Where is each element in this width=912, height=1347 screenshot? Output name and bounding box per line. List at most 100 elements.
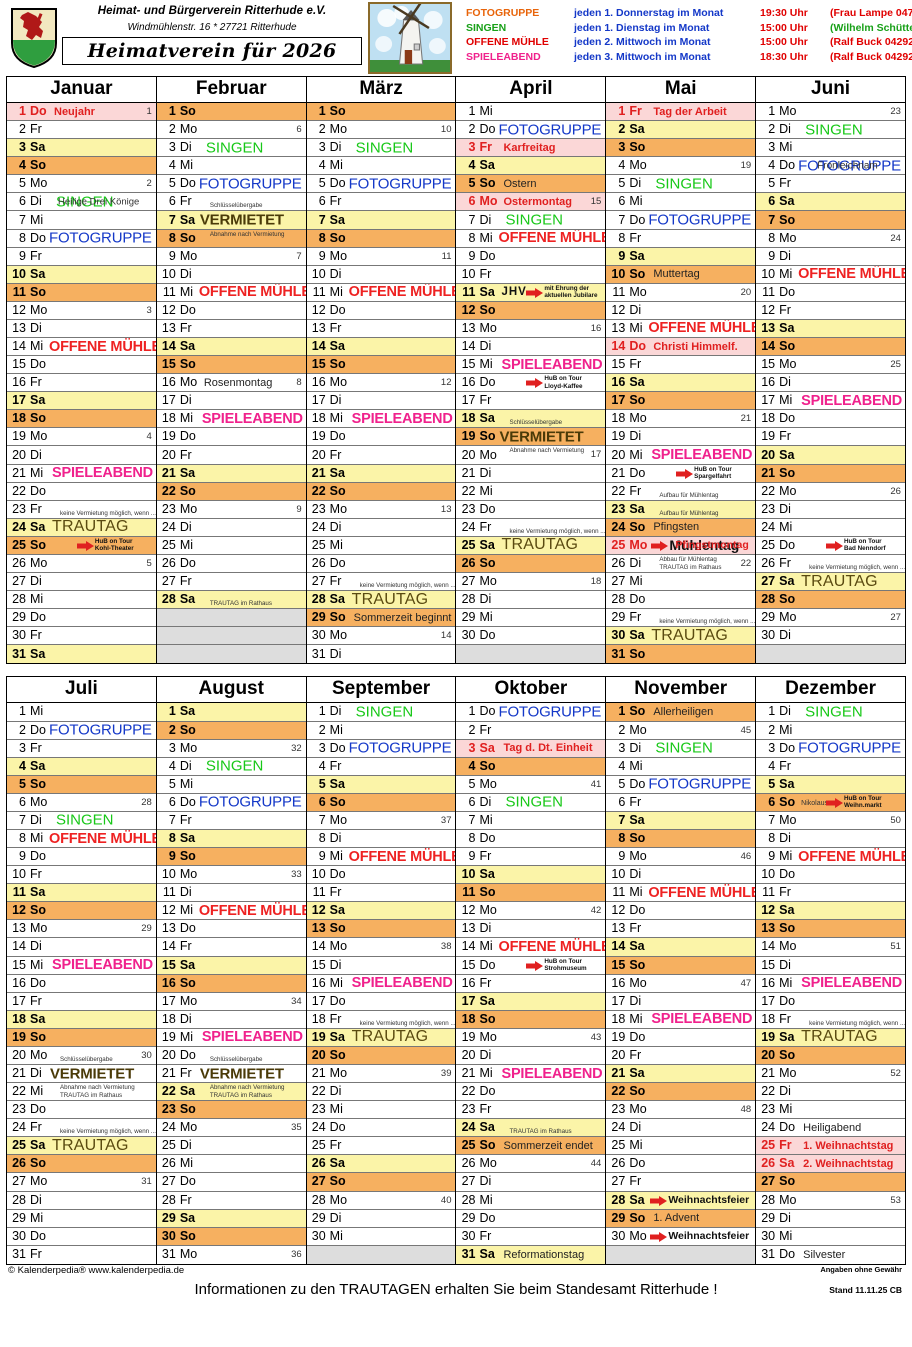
day-row[interactable]: 13 Sa [756,319,905,339]
day-row[interactable]: 1 Di SINGEN [306,703,456,722]
day-row[interactable]: 10 Mo 33 [156,866,306,885]
day-row[interactable]: 19 Mo 43 [456,1028,606,1047]
day-row[interactable]: 2 Mo 45 [606,721,756,740]
day-row[interactable]: 19 Di [606,428,756,447]
day-row[interactable]: 2 Mi [756,721,905,740]
day-row[interactable]: 23 Mi [756,1101,905,1120]
day-row[interactable]: 24 Do Heiligabend [756,1119,905,1138]
day-row[interactable]: 18 Mi SPIELEABEND [606,1010,756,1029]
day-row[interactable]: 9 Do [7,848,156,867]
day-row[interactable]: 27 Mo 31 [7,1173,156,1192]
day-row[interactable]: 22 Di [306,1083,456,1102]
day-row[interactable]: 3 Fr [7,739,156,758]
day-row[interactable]: 15 Mo 25 [756,356,905,375]
day-row[interactable]: 4 Fr [756,757,905,776]
day-row[interactable]: 30 Do [7,1227,156,1246]
day-row[interactable]: 16 Mi SPIELEABEND [756,974,905,993]
day-row[interactable]: 17 Mi SPIELEABEND [756,392,905,411]
day-row[interactable]: 1 Sa [156,703,306,722]
day-row[interactable]: 16 Mo Rosenmontag 8 [156,374,306,393]
day-row[interactable]: 24 Di [606,1119,756,1138]
day-row[interactable]: 6 Di SINGEN [456,793,606,812]
day-row[interactable]: 3 Di SINGEN [306,139,456,158]
day-row[interactable]: 1 Fr Tag der Arbeit [606,103,756,122]
day-row[interactable]: 2 Do FOTOGRUPPE [456,121,606,140]
day-row[interactable]: 21 Mo 52 [756,1064,905,1084]
day-row[interactable]: 27 Fr [606,1173,756,1192]
day-row[interactable]: 23 Mo 48 [606,1101,756,1120]
day-row[interactable]: 24 Sa TRAUTAG im Rathaus [456,1119,606,1138]
day-row[interactable]: 30 Sa TRAUTAG [606,627,756,646]
day-row[interactable]: 9 Mi OFFENE MÜHLE [306,848,456,867]
day-row[interactable]: 27 So [756,1173,905,1192]
day-row[interactable]: 30 Fr [7,627,156,646]
day-row[interactable]: 10 Di [156,265,306,284]
day-row[interactable]: 15 So [156,356,306,375]
day-row[interactable]: 14 Di [7,938,156,957]
day-row[interactable]: 8 Do [456,829,606,849]
day-row[interactable]: 11 So [7,283,156,302]
day-row[interactable]: 13 Fr [306,319,456,339]
day-row[interactable]: 13 Do [156,920,306,939]
day-row[interactable]: 22 So [606,1083,756,1102]
day-row[interactable]: 3 Di SINGEN [606,739,756,758]
day-row[interactable]: 18 Fr keine Vermietung möglich, wenn ... [306,1010,456,1029]
day-row[interactable]: 30 So [156,1227,306,1246]
day-row[interactable]: 22 So [156,482,306,501]
day-row[interactable]: 14 Do Christi Himmelf. [606,338,756,357]
day-row[interactable]: 18 Di [156,1010,306,1029]
day-row[interactable]: 15 So [306,356,456,375]
day-row[interactable]: 1 Do FOTOGRUPPE [456,703,606,722]
day-row[interactable]: 21 Fr VERMIETET [156,1064,306,1084]
day-row[interactable]: 14 Fr [156,938,306,957]
day-row[interactable]: 26 Mo 44 [456,1155,606,1174]
day-row[interactable]: 26 Sa [306,1155,456,1174]
day-row[interactable]: 25 Fr [306,1137,456,1156]
day-row[interactable]: 12 Do [156,301,306,320]
day-row[interactable]: 5 So Ostern [456,175,606,194]
day-row[interactable]: 15 Do [7,356,156,375]
day-row[interactable]: 2 Do FOTOGRUPPE [7,721,156,740]
day-row[interactable]: 6 Di SINGEN Heilige Drei Könige [7,193,156,212]
day-row[interactable]: 25 Do HuB on Tour Bad Nenndorf [756,536,905,555]
day-row[interactable]: 27 Di [7,573,156,592]
day-row[interactable]: 8 Di [306,829,456,849]
day-row[interactable]: 25 Di [156,1137,306,1156]
day-row[interactable]: 12 Mo 3 [7,301,156,320]
day-row[interactable]: 12 So [456,301,606,320]
day-row[interactable]: 6 Sa [756,193,905,212]
day-row[interactable]: 21 Mi SPIELEABEND [7,464,156,483]
day-row[interactable]: 2 Fr [7,121,156,140]
day-row[interactable]: 17 Di [306,392,456,411]
day-row[interactable]: 19 So VERMIETET [456,428,606,447]
day-row[interactable]: 17 Do [306,992,456,1011]
day-row[interactable]: 17 Sa [7,392,156,411]
day-row[interactable]: 30 Mi [756,1227,905,1246]
day-row[interactable]: 21 Mo 39 [306,1064,456,1084]
day-row[interactable]: 22 So [306,482,456,501]
day-row[interactable]: 13 Di [7,319,156,339]
day-row[interactable]: 13 Di [456,920,606,939]
day-row[interactable]: 23 Fr keine Vermietung möglich, wenn ... [7,500,156,519]
day-row[interactable]: 17 Di [156,392,306,411]
day-row[interactable]: 31 Fr [7,1245,156,1264]
day-row[interactable]: 16 Mo 47 [606,974,756,993]
day-row[interactable]: 12 Sa [306,902,456,921]
day-row[interactable]: 12 Do [306,301,456,320]
day-row[interactable]: 14 Sa [306,338,456,357]
day-row[interactable]: 20 Fr [306,446,456,465]
day-row[interactable]: 26 Mo 5 [7,554,156,574]
day-row[interactable]: 25 Mi [606,1137,756,1156]
day-row[interactable]: 29 Mi [456,609,606,628]
day-row[interactable]: 5 Do FOTOGRUPPE [306,175,456,194]
day-row[interactable]: 30 Mo 14 [306,627,456,646]
day-row[interactable]: 4 Mi [606,757,756,776]
day-row[interactable]: 11 Mi OFFENE MÜHLE [606,884,756,903]
day-row[interactable]: 26 Di Abbau für Mühlentag TRAUTAG im Rathau… [606,554,756,574]
day-row[interactable]: 22 Mo 26 [756,482,905,501]
day-row[interactable]: 1 Do Neujahr 1 [7,103,156,122]
day-row[interactable]: 2 Mo 10 [306,121,456,140]
day-row[interactable]: 3 Do FOTOGRUPPE [756,739,905,758]
day-row[interactable]: 28 Sa Weihnachtsfeier [606,1191,756,1210]
day-row[interactable]: 14 Di [456,338,606,357]
